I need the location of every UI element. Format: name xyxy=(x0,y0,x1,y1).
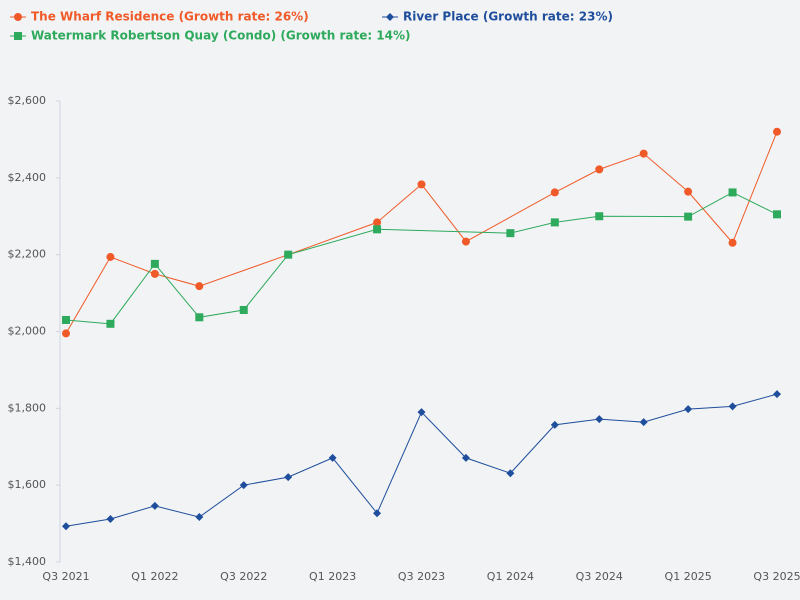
data-point xyxy=(639,149,648,158)
data-point xyxy=(417,180,426,189)
data-point xyxy=(195,313,204,322)
legend-marker xyxy=(386,13,394,21)
x-tick-label: Q3 2023 xyxy=(398,570,445,583)
data-point xyxy=(684,405,693,414)
data-point xyxy=(195,282,204,291)
x-tick-label: Q3 2021 xyxy=(42,570,89,583)
data-point xyxy=(728,238,737,247)
x-tick-label: Q3 2022 xyxy=(220,570,267,583)
data-point xyxy=(239,481,248,490)
data-point xyxy=(373,218,382,227)
data-point xyxy=(773,390,781,399)
y-tick-label: $2,000 xyxy=(8,325,47,338)
y-tick-label: $1,600 xyxy=(8,478,47,491)
data-point xyxy=(506,469,515,478)
data-point xyxy=(62,522,70,531)
data-point xyxy=(639,418,648,427)
data-point xyxy=(239,305,248,314)
data-point xyxy=(461,453,470,462)
data-point xyxy=(728,188,737,197)
data-point xyxy=(595,212,604,221)
data-point xyxy=(550,420,559,429)
series-line xyxy=(65,131,778,334)
data-point xyxy=(550,188,559,197)
y-tick-label: $2,600 xyxy=(8,94,47,107)
data-point xyxy=(150,259,159,268)
data-point xyxy=(595,165,604,174)
data-point xyxy=(62,315,70,324)
x-tick-label: Q1 2022 xyxy=(131,570,178,583)
legend-marker xyxy=(14,13,22,21)
data-point xyxy=(328,453,337,462)
data-point xyxy=(106,319,115,328)
legend-label: Watermark Robertson Quay (Condo) (Growth… xyxy=(31,29,411,43)
data-point xyxy=(373,225,382,234)
data-point xyxy=(550,218,559,227)
x-tick-label: Q3 2025 xyxy=(753,570,800,583)
x-tick-label: Q1 2023 xyxy=(309,570,356,583)
data-point xyxy=(417,408,426,417)
y-tick-label: $2,200 xyxy=(8,248,47,261)
data-point xyxy=(461,237,470,246)
data-point xyxy=(62,329,70,338)
data-point xyxy=(106,252,115,261)
data-point xyxy=(728,402,737,411)
legend-label: River Place (Growth rate: 23%) xyxy=(403,10,613,24)
data-point xyxy=(595,415,604,424)
y-tick-label: $1,400 xyxy=(8,555,47,568)
x-tick-label: Q1 2025 xyxy=(665,570,712,583)
data-point xyxy=(773,127,781,136)
data-point xyxy=(506,229,515,238)
legend-label: The Wharf Residence (Growth rate: 26%) xyxy=(31,10,309,24)
data-point xyxy=(284,250,293,259)
data-point xyxy=(195,513,204,522)
data-point xyxy=(684,187,693,196)
data-point xyxy=(684,212,693,221)
y-tick-label: $2,400 xyxy=(8,171,47,184)
data-point xyxy=(150,269,159,278)
data-point xyxy=(150,501,159,510)
x-tick-label: Q1 2024 xyxy=(487,570,534,583)
data-point xyxy=(373,509,382,518)
legend-marker xyxy=(14,32,22,40)
y-tick-label: $1,800 xyxy=(8,401,47,414)
data-point xyxy=(106,514,115,523)
data-point xyxy=(284,473,293,482)
data-point xyxy=(773,210,781,219)
x-tick-label: Q3 2024 xyxy=(576,570,623,583)
